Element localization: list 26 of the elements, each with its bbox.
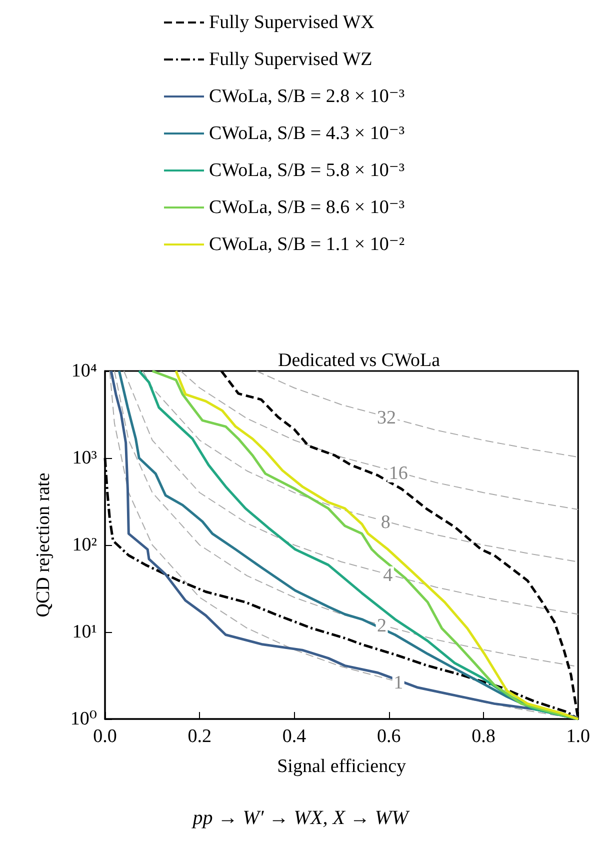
y-tick-label: 10¹ <box>72 622 98 642</box>
chart-title: Dedicated vs CWoLa <box>278 350 441 371</box>
y-tick-label: 10³ <box>72 448 98 468</box>
annotation: 8 <box>380 512 390 533</box>
annotation: 4 <box>383 564 394 586</box>
legend-label: Fully Supervised WX <box>209 12 375 33</box>
annotation: 32 <box>377 407 396 428</box>
y-axis-title: QCD rejection rate <box>33 472 54 618</box>
x-tick-label: 0.4 <box>282 726 307 747</box>
x-tick-label: 1.0 <box>566 726 590 747</box>
annotation: 16 <box>388 462 408 484</box>
y-tick-label: 10⁴ <box>71 360 98 382</box>
text: pp → W′ → WX, X → WW <box>190 807 411 829</box>
x-tick-label: 0.6 <box>377 726 401 747</box>
annotation: 1 <box>394 672 404 694</box>
legend-label: CWoLa, S/B = 4.3 × 10⁻³ <box>209 123 405 144</box>
annotation: 2 <box>377 616 387 637</box>
legend-label: CWoLa, S/B = 2.8 × 10⁻³ <box>209 86 405 107</box>
y-tick-label: 10² <box>72 534 98 556</box>
legend-label: Fully Supervised WZ <box>209 49 372 70</box>
x-tick-label: 0.8 <box>472 726 496 747</box>
legend-label: CWoLa, S/B = 5.8 × 10⁻³ <box>209 160 405 181</box>
legend-label: CWoLa, S/B = 1.1 × 10⁻² <box>209 234 405 255</box>
legend-label: CWoLa, S/B = 8.6 × 10⁻³ <box>209 197 405 218</box>
x-axis-title: Signal efficiency <box>277 756 407 777</box>
x-tick-label: 0.2 <box>188 726 212 747</box>
